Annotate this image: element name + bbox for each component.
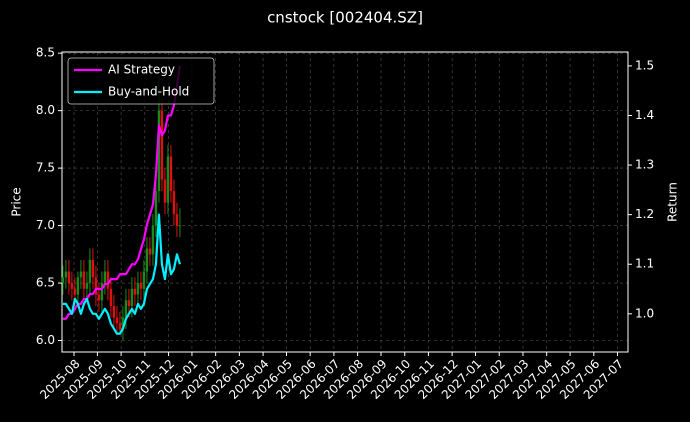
candle-body: [70, 283, 74, 289]
candle-body: [76, 277, 80, 295]
plot-frame: [61, 51, 629, 353]
candle-body: [112, 306, 116, 318]
legend-label: Buy-and-Hold: [108, 85, 189, 99]
candle-body: [118, 323, 122, 330]
candle-body: [94, 277, 98, 295]
candle-body: [109, 288, 113, 307]
candle-body: [127, 300, 131, 307]
y-tick-label: 7.5: [36, 161, 55, 175]
y-axis-label: Price: [10, 187, 24, 216]
chart-title: cnstock [002404.SZ]: [267, 9, 423, 27]
y2-axis-label: Return: [666, 182, 680, 222]
candle-body: [169, 156, 173, 192]
y-tick-label: 6.0: [36, 333, 55, 347]
candle-body: [133, 288, 137, 295]
candle-body: [91, 260, 95, 278]
candle-body: [73, 288, 77, 295]
y2-tick-label: 1.3: [635, 158, 654, 172]
y-tick-label: 8.0: [36, 103, 55, 117]
candle-body: [82, 271, 86, 289]
candle-body: [145, 248, 149, 272]
candle-body: [148, 248, 152, 255]
candle-body: [166, 156, 170, 203]
candle-body: [88, 260, 92, 284]
candle-body: [103, 271, 107, 284]
candle-body: [175, 214, 179, 226]
candle-body: [121, 317, 125, 330]
candle-body: [79, 271, 83, 278]
candle-body: [106, 271, 110, 289]
y2-tick-label: 1.2: [635, 207, 654, 221]
legend-box: [67, 57, 215, 105]
candle-body: [139, 283, 143, 289]
candle-body: [97, 294, 101, 301]
y2-tick-label: 1.4: [635, 108, 654, 122]
return-line: [62, 65, 182, 320]
candle-body: [172, 191, 176, 215]
candle-body: [151, 225, 155, 255]
candle-body: [115, 317, 119, 324]
y-tick-label: 6.5: [36, 276, 55, 290]
candle-body: [85, 283, 89, 289]
candle-body: [61, 277, 65, 284]
y2-tick-label: 1.5: [635, 58, 654, 72]
candle-body: [64, 271, 68, 278]
candle-body: [154, 191, 158, 226]
y-tick-label: 8.5: [36, 46, 55, 60]
legend-label: AI Strategy: [108, 63, 175, 77]
candle-body: [160, 110, 164, 180]
return-line: [62, 213, 181, 335]
y2-tick-label: 1.1: [635, 257, 654, 271]
candle-body: [178, 225, 182, 227]
y-tick-label: 7.0: [36, 218, 55, 232]
candle-body: [157, 110, 161, 192]
candle-body: [130, 288, 134, 307]
candle-body: [124, 300, 128, 318]
candle-body: [136, 283, 140, 295]
candle-body: [142, 271, 146, 289]
candle-body: [163, 179, 167, 203]
candle-body: [100, 283, 104, 301]
y2-tick-label: 1.0: [635, 306, 654, 320]
candle-body: [67, 271, 71, 284]
